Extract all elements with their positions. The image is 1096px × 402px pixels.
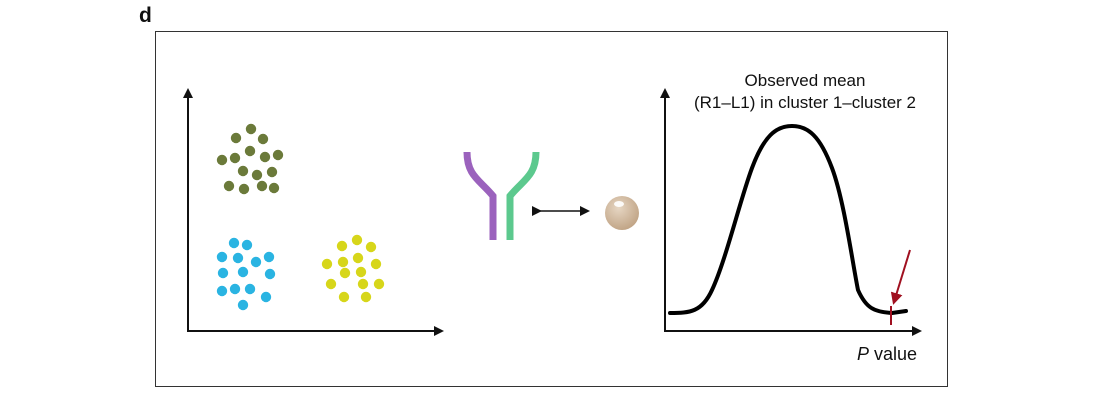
- cell-dot: [251, 169, 263, 181]
- cell-dot: [365, 241, 377, 253]
- value-word: value: [874, 344, 918, 364]
- cell-dot: [370, 258, 382, 270]
- cell-dot: [217, 267, 229, 279]
- cell-dot: [266, 166, 278, 178]
- cell-dot: [325, 278, 337, 290]
- cell-dot: [256, 180, 268, 192]
- ligand-ball-icon: [605, 196, 639, 230]
- cell-dot: [216, 251, 228, 263]
- cell-dot: [230, 132, 242, 144]
- cell-dot: [337, 256, 349, 268]
- p-symbol: P: [857, 344, 870, 364]
- cell-dot: [321, 258, 333, 270]
- cell-dot: [232, 252, 244, 264]
- cell-dot: [216, 154, 228, 166]
- caption-line-2: (R1–L1) in cluster 1–cluster 2: [693, 93, 917, 112]
- cell-dot: [237, 299, 249, 311]
- cell-dot: [228, 237, 240, 249]
- cell-dot: [244, 145, 256, 157]
- cell-dot: [351, 234, 363, 246]
- cell-dot: [336, 240, 348, 252]
- cell-dot: [373, 278, 385, 290]
- cell-dot: [259, 151, 271, 163]
- cell-dot: [263, 251, 275, 263]
- cell-dot: [338, 291, 350, 303]
- cell-dot: [268, 182, 280, 194]
- receptor-icon: [463, 151, 540, 240]
- cell-dot: [339, 267, 351, 279]
- cell-dot: [237, 266, 249, 278]
- cell-dot: [237, 165, 249, 177]
- cell-dot: [355, 266, 367, 278]
- cell-dot: [245, 123, 257, 135]
- cell-dot: [352, 252, 364, 264]
- cluster-yellow: [321, 234, 385, 303]
- cell-dot: [223, 180, 235, 192]
- distribution-caption: Observed mean (R1–L1) in cluster 1–clust…: [670, 70, 940, 114]
- null-distribution-curve: [668, 124, 908, 315]
- cell-dot: [216, 285, 228, 297]
- caption-line-1: Observed mean: [744, 71, 866, 90]
- cell-dot: [244, 283, 256, 295]
- cell-dot: [264, 268, 276, 280]
- distribution-axes: [660, 88, 922, 336]
- cell-dot: [360, 291, 372, 303]
- cell-dot: [238, 183, 250, 195]
- red-arrow-icon: [890, 249, 911, 305]
- diagram-frame: [155, 31, 948, 387]
- cell-dot: [229, 283, 241, 295]
- x-axis-label: P value: [857, 344, 917, 365]
- scatter-axes: [183, 88, 444, 336]
- cluster-cyan: [216, 237, 276, 311]
- cell-dot: [357, 278, 369, 290]
- cell-dot: [260, 291, 272, 303]
- cell-dot: [272, 149, 284, 161]
- cell-dot: [229, 152, 241, 164]
- cell-dot: [257, 133, 269, 145]
- cell-dot: [241, 239, 253, 251]
- cell-dot: [250, 256, 262, 268]
- panel-label: d: [139, 4, 152, 27]
- cluster-olive: [216, 123, 284, 195]
